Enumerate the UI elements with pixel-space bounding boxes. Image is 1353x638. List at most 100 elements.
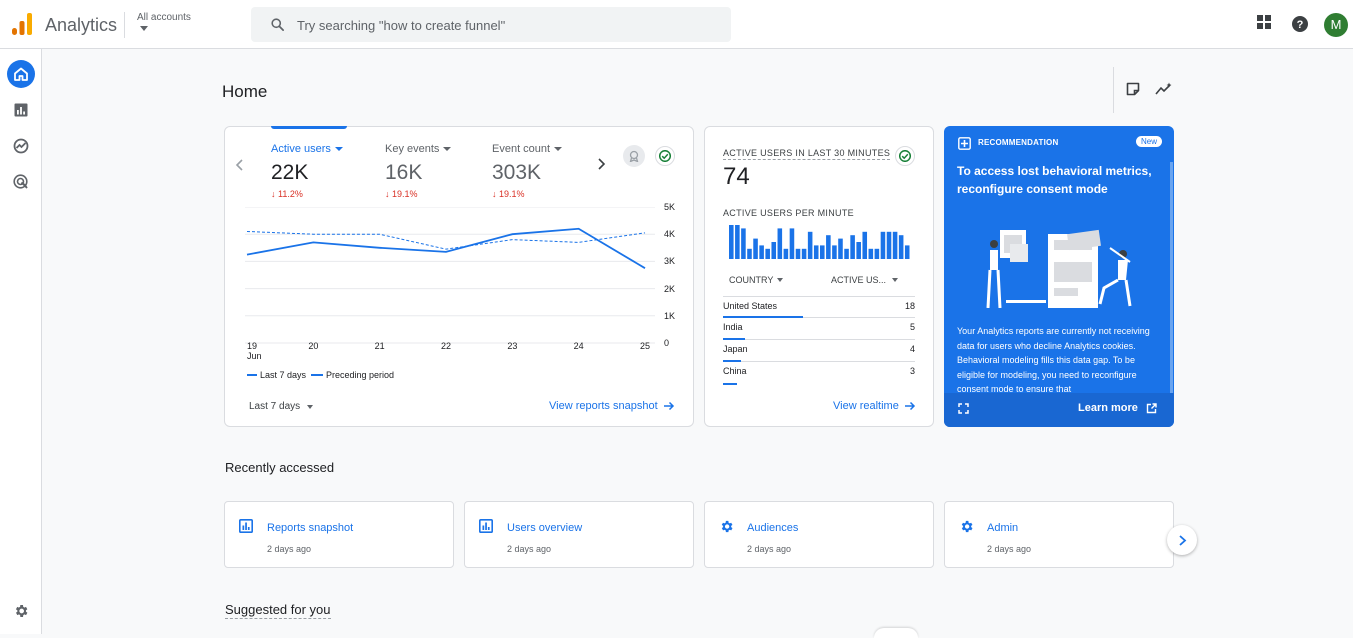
caret-down-icon [554, 147, 563, 152]
expand-icon[interactable] [958, 403, 969, 414]
recommendation-title: To access lost behavioral metrics, recon… [957, 164, 1152, 196]
recent-item-label: Reports snapshot [267, 522, 354, 534]
metric-tab-key-events[interactable]: Key events [385, 143, 452, 155]
minute-bar [729, 225, 734, 259]
recommendation-icon [958, 137, 971, 150]
minute-bar [868, 248, 874, 259]
nav-explore[interactable] [7, 132, 35, 160]
minute-bar [795, 248, 801, 259]
minute-bar [747, 248, 752, 259]
bar-chart-icon [14, 103, 28, 117]
search-input[interactable] [297, 15, 717, 35]
link-label: Learn more [1078, 402, 1138, 414]
page-title: Home [222, 82, 268, 101]
minute-bar [807, 231, 813, 259]
share-bar [723, 383, 737, 385]
recommendation-label: RECOMMENDATION [978, 138, 1059, 147]
target-icon [13, 174, 28, 189]
active-tab-indicator [271, 126, 347, 129]
minute-bar [777, 228, 783, 259]
recent-item[interactable]: Users overview 2 days ago [464, 501, 694, 568]
line-chart [245, 207, 655, 344]
minute-bar [898, 235, 904, 259]
minute-bar [838, 238, 843, 259]
insights-badge[interactable] [623, 145, 645, 167]
realtime-value: 74 [723, 163, 750, 190]
help-icon[interactable]: ? [1292, 16, 1308, 32]
check-circle-icon [899, 150, 911, 162]
x-tick-label: 21 [374, 341, 385, 351]
series-line-preceding [246, 230, 646, 250]
table-row: Japan 4 [723, 340, 915, 362]
minute-bar [904, 245, 910, 259]
view-realtime-link[interactable]: View realtime [833, 400, 916, 412]
divider [124, 12, 125, 38]
search-bar[interactable] [251, 7, 731, 42]
date-range-selector[interactable]: Last 7 days [249, 401, 314, 412]
recent-item-time: 2 days ago [987, 544, 1032, 554]
account-label: All accounts [137, 12, 191, 23]
top-bar: Analytics All accounts ? M [0, 0, 1353, 49]
caret-down-icon [334, 147, 343, 152]
y-tick-label: 4K [664, 229, 676, 240]
divider [1113, 67, 1114, 113]
recent-item[interactable]: Reports snapshot 2 days ago [224, 501, 454, 568]
caret-down-icon [443, 147, 452, 152]
avatar[interactable]: M [1324, 13, 1348, 37]
explore-icon [13, 138, 29, 154]
recommendation-body: Your Analytics reports are currently not… [957, 326, 1150, 393]
recent-item[interactable]: Audiences 2 days ago [704, 501, 934, 568]
analytics-logo-icon[interactable] [12, 13, 32, 35]
metric-change-value: 11.2% [278, 189, 303, 199]
chevron-right-icon[interactable] [596, 158, 606, 170]
legend-label: Preceding period [326, 370, 395, 380]
minute-bar [783, 248, 789, 259]
x-tick-label: 19 Jun [247, 341, 262, 361]
chevron-left-icon[interactable] [235, 159, 245, 171]
share-bar [723, 316, 803, 318]
next-button[interactable] [1167, 525, 1197, 555]
account-selector[interactable]: All accounts [137, 12, 191, 31]
x-tick-label: 25 [639, 341, 650, 351]
realtime-card: ACTIVE USERS IN LAST 30 MINUTES 74 ACTIV… [704, 126, 934, 427]
metric-change-value: 19.1% [392, 189, 418, 199]
gear-icon [961, 520, 973, 533]
scroll-handle[interactable] [874, 628, 918, 638]
data-quality-check[interactable] [655, 146, 675, 166]
recommendation-footer [944, 393, 1174, 427]
external-link-icon [1146, 402, 1157, 413]
x-tick-label: 20 [308, 341, 319, 351]
note-icon[interactable] [1126, 82, 1140, 96]
learn-more-link[interactable]: Learn more [1078, 402, 1157, 414]
nav-home[interactable] [7, 60, 35, 88]
nav-settings[interactable] [7, 597, 35, 625]
nav-advertising[interactable] [7, 168, 35, 196]
recent-item[interactable]: Admin 2 days ago [944, 501, 1174, 568]
country-column-header[interactable]: COUNTRY [729, 275, 784, 285]
scrollbar-track[interactable] [1170, 162, 1173, 394]
minute-bar [771, 242, 777, 259]
metric-value: 22K [271, 161, 309, 184]
app-name: Analytics [45, 15, 118, 35]
insights-icon[interactable] [1155, 82, 1173, 96]
nav-reports[interactable] [7, 96, 35, 124]
users-column-header[interactable]: ACTIVE US... [831, 275, 899, 285]
minute-bar [844, 248, 849, 259]
x-tick-label: 22 [440, 341, 451, 351]
arrow-right-icon [904, 401, 915, 411]
metric-tab-active-users[interactable]: Active users [271, 143, 343, 155]
view-reports-snapshot-link[interactable]: View reports snapshot [549, 400, 675, 412]
y-tick-label: 1K [664, 310, 676, 321]
minute-bar [886, 231, 892, 259]
legend-swatch-dashed [311, 374, 323, 376]
realtime-check[interactable] [895, 146, 915, 166]
metric-tab-event-count[interactable]: Event count [492, 143, 563, 155]
suggested-title: Suggested for you [225, 602, 331, 619]
metric-change: ↓ 19.1% [492, 189, 525, 199]
country-cell: Japan [723, 344, 748, 354]
apps-grid-icon[interactable] [1257, 15, 1271, 29]
metric-change: ↓ 11.2% [271, 189, 303, 199]
caret-down-icon [307, 404, 314, 409]
minute-bar [880, 231, 886, 259]
country-cell: China [723, 366, 747, 376]
